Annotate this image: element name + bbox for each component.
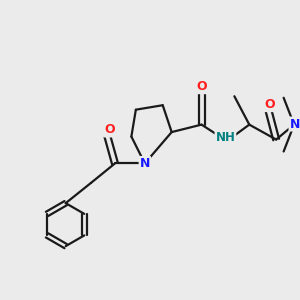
Text: N: N bbox=[290, 118, 300, 130]
Text: O: O bbox=[264, 98, 274, 111]
Text: NH: NH bbox=[215, 131, 236, 144]
Text: O: O bbox=[196, 80, 207, 93]
Text: O: O bbox=[104, 124, 115, 136]
Text: N: N bbox=[140, 157, 150, 170]
